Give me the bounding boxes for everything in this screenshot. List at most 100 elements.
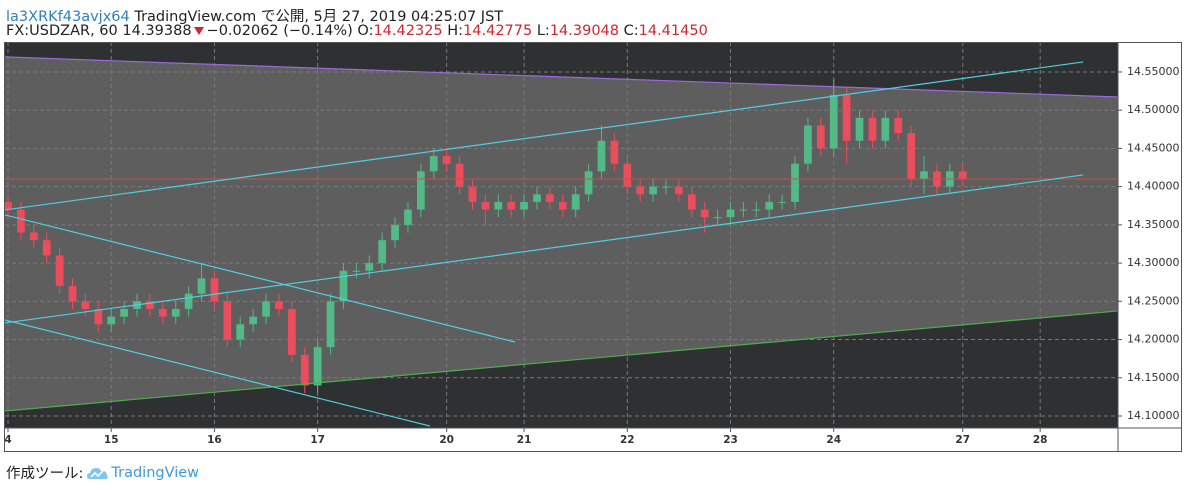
candle-body — [713, 217, 722, 219]
candle-body — [184, 293, 193, 309]
quote-line: FX:USDZAR, 60 14.39388 −0.02062 (−0.14%) … — [6, 23, 708, 39]
candle-body — [881, 117, 890, 141]
open-value: 14.42325 — [373, 23, 443, 39]
low-label: L: — [536, 23, 550, 39]
logo — [87, 467, 109, 479]
y-tick-label: 14.20000 — [1127, 333, 1180, 346]
candle-body — [81, 301, 90, 309]
candle-body — [171, 308, 180, 317]
candle-body — [5, 201, 12, 210]
close-value: 14.41450 — [638, 23, 708, 39]
y-tick-label: 14.10000 — [1127, 409, 1180, 422]
plot-area — [5, 42, 1118, 428]
candle-body — [533, 194, 541, 202]
candle-body — [894, 117, 903, 134]
candle-body — [958, 171, 967, 179]
candle-body — [791, 163, 799, 202]
candle-body — [558, 201, 567, 210]
candle-body — [339, 270, 348, 302]
candle-body — [675, 186, 683, 195]
candle-body — [520, 201, 528, 210]
candle-body — [494, 201, 503, 210]
symbol: FX:USDZAR, 60 — [6, 23, 118, 39]
candle-body — [146, 301, 154, 309]
candle-body — [571, 194, 580, 210]
close-label: C: — [623, 23, 639, 39]
footer: 作成ツール: TradingView — [6, 462, 199, 483]
candle-body — [313, 347, 322, 386]
candle-body — [352, 270, 361, 272]
y-tick-label: 14.45000 — [1127, 141, 1180, 154]
candle-body — [649, 186, 657, 195]
candle-body — [223, 301, 232, 340]
trend-line — [5, 61, 1084, 211]
candle-body — [623, 163, 632, 187]
x-tick-label: 28 — [1033, 434, 1048, 446]
candle-body — [816, 125, 825, 149]
candle-body — [158, 308, 167, 317]
candle-body — [636, 186, 645, 195]
candle-body — [752, 209, 761, 211]
x-tick-label: 22 — [620, 434, 635, 446]
author[interactable]: la3XRKf43avjx64 — [6, 9, 130, 25]
trend-line — [5, 214, 516, 343]
candle-body — [416, 171, 425, 210]
candle-body — [120, 308, 128, 317]
candle-body — [300, 354, 309, 386]
y-tick-label: 14.50000 — [1127, 103, 1180, 116]
y-tick-label: 14.25000 — [1127, 294, 1180, 307]
header: la3XRKf43avjx64 TradingView.com で公開, 5月 … — [6, 5, 503, 26]
candle-body — [662, 186, 670, 188]
x-tick-label: 27 — [955, 434, 970, 446]
published: TradingView.com で公開, 5月 27, 2019 04:25:0… — [134, 9, 504, 25]
candle-body — [507, 201, 516, 210]
candle-body — [442, 156, 451, 164]
channel-fill — [5, 56, 1118, 412]
x-tick-label: 15 — [104, 434, 119, 446]
trend-line — [5, 174, 1084, 324]
candle-body — [610, 140, 619, 164]
candle-body — [68, 286, 77, 302]
change: −0.02062 (−0.14%) — [206, 23, 353, 39]
high-label: H: — [447, 23, 464, 39]
candle-body — [855, 117, 864, 141]
candle-body — [868, 117, 877, 141]
y-tick-label: 14.40000 — [1127, 180, 1180, 193]
candle-body — [584, 171, 593, 195]
x-tick-label: 4 — [4, 434, 11, 446]
candle-body — [249, 316, 258, 325]
candle-body — [726, 209, 735, 218]
footer-brand[interactable]: TradingView — [111, 464, 199, 481]
y-tick-label: 14.30000 — [1127, 256, 1180, 269]
candle-body — [597, 140, 606, 172]
low-value: 14.39048 — [549, 23, 619, 39]
trend-line — [5, 319, 431, 427]
candle-body — [907, 133, 916, 179]
candle-body — [778, 201, 786, 203]
candle-body — [197, 278, 206, 294]
trend-line — [5, 310, 1118, 412]
x-tick-label: 24 — [826, 434, 841, 446]
trend-line — [5, 56, 1118, 98]
down-icon — [193, 27, 204, 35]
candle-body — [468, 186, 477, 202]
x-tick-label: 20 — [439, 434, 454, 446]
candle-body — [42, 240, 51, 256]
candle-body — [262, 301, 270, 317]
last-price: 14.39388 — [122, 23, 192, 39]
open-label: O: — [357, 23, 374, 39]
candle-body — [829, 94, 838, 149]
y-tick-label: 14.15000 — [1127, 371, 1180, 384]
candle-body — [404, 209, 412, 225]
chart: 14.10000 14.15000 14.20000 14.25000 14.30000… — [4, 42, 1182, 452]
candle-body — [391, 224, 399, 241]
candle-body — [481, 201, 490, 210]
candle-body — [920, 171, 928, 179]
candle-body — [765, 201, 774, 210]
y-tick-label: 14.35000 — [1127, 218, 1180, 231]
candle-body — [378, 240, 387, 264]
candle-body — [739, 209, 748, 211]
x-tick-label: 16 — [207, 434, 222, 446]
candle-body — [546, 194, 554, 202]
x-tick-label: 21 — [517, 434, 532, 446]
